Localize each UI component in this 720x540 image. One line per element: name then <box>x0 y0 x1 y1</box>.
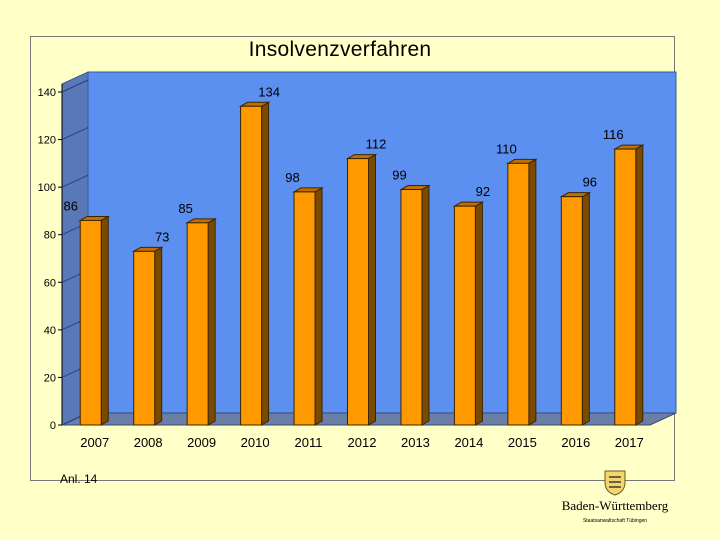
bar-2008 <box>133 250 156 426</box>
data-label: 96 <box>583 175 597 190</box>
y-tick-label: 100 <box>38 182 56 194</box>
logo-title: Baden-Württemberg <box>561 498 669 513</box>
bar-side-2016 <box>581 191 590 426</box>
logo-subtitle: Staatsanwaltschaft Tübingen <box>582 518 648 524</box>
chart-title: Insolvenzverfahren <box>248 38 432 61</box>
y-tick-label: 140 <box>38 87 56 99</box>
bar-side-2007 <box>100 215 109 426</box>
data-label: 116 <box>603 127 624 142</box>
y-tick-depth-line <box>61 127 89 141</box>
logo: Baden-Württemberg Staatsanwaltschaft Tüb… <box>555 468 675 528</box>
data-label: 86 <box>63 198 77 213</box>
y-tick-label: 120 <box>38 135 56 147</box>
y-tick-label: 0 <box>50 420 56 432</box>
bar-2007 <box>79 219 102 426</box>
x-tick-label: 2007 <box>80 435 109 450</box>
x-tick-label: 2010 <box>241 435 270 450</box>
y-tick-label: 40 <box>44 325 56 337</box>
bar-side-2014 <box>474 201 483 426</box>
x-tick-label: 2012 <box>348 435 377 450</box>
bar-2016 <box>560 196 583 426</box>
coat-of-arms-icon <box>604 470 626 496</box>
data-label: 73 <box>155 229 169 244</box>
bar-2013 <box>400 189 423 426</box>
x-tick-label: 2017 <box>615 435 644 450</box>
bar-side-2009 <box>207 217 216 426</box>
bar-side-2011 <box>314 187 323 426</box>
x-tick-label: 2014 <box>454 435 483 450</box>
y-tick-label: 80 <box>44 230 56 242</box>
data-label: 92 <box>476 184 490 199</box>
bar-side-2012 <box>368 153 376 426</box>
data-label: 98 <box>285 170 299 185</box>
bar-side-2017 <box>635 144 644 426</box>
bar-2012 <box>347 158 369 426</box>
y-tick-depth-line <box>61 174 89 188</box>
bar-2009 <box>186 222 209 426</box>
bar-side-2013 <box>421 184 430 426</box>
data-label: 85 <box>178 201 192 216</box>
bar-side-2010 <box>261 101 270 426</box>
y-tick-label: 20 <box>44 372 56 384</box>
data-label: 110 <box>496 141 517 156</box>
bar-side-2015 <box>528 158 537 426</box>
bar-2017 <box>614 148 637 426</box>
bar-side-2008 <box>154 246 163 426</box>
x-tick-label: 2013 <box>401 435 430 450</box>
bar-2011 <box>293 191 316 426</box>
y-tick-depth-line <box>61 79 89 93</box>
data-label: 112 <box>366 137 387 152</box>
data-label: 134 <box>258 84 280 99</box>
x-tick-label: 2016 <box>561 435 590 450</box>
bar-2010 <box>240 105 263 426</box>
y-tick-label: 60 <box>44 277 56 289</box>
x-tick-label: 2009 <box>187 435 216 450</box>
bar-2014 <box>453 205 476 426</box>
x-tick-label: 2015 <box>508 435 537 450</box>
data-label: 99 <box>392 168 406 183</box>
x-tick-label: 2011 <box>295 435 323 450</box>
x-tick-label: 2008 <box>134 435 163 450</box>
annex-note: Anl. 14 <box>60 472 98 486</box>
bar-2015 <box>507 162 530 426</box>
